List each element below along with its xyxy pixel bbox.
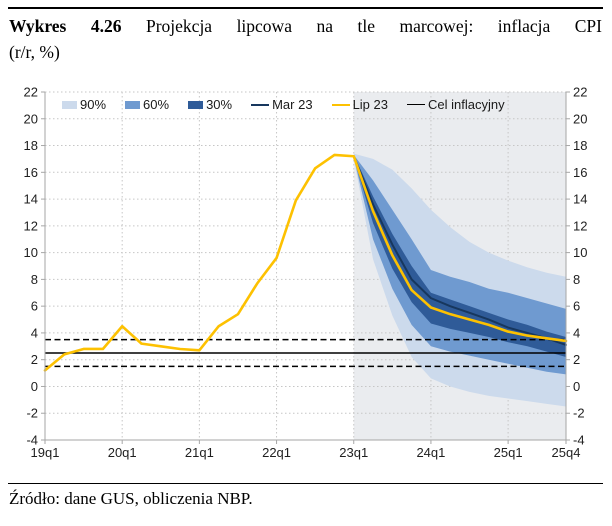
band-60-swatch-icon: [125, 100, 141, 109]
x-axis-label: 25q1: [494, 445, 523, 460]
y-axis-label-right: -2: [573, 406, 585, 421]
y-axis-label-left: 20: [24, 111, 38, 126]
x-axis-label: 19q1: [31, 445, 60, 460]
y-axis-label-left: 12: [24, 218, 38, 233]
figure-title-text: Projekcja lipcowa na tle marcowej: infla…: [145, 16, 602, 36]
x-axis-label: 22q1: [262, 445, 291, 460]
series-line-Lip 23: [43, 153, 568, 372]
y-axis-label-left: 14: [24, 192, 38, 207]
band-90-swatch-icon: [62, 100, 77, 109]
y-axis-label-right: 10: [573, 245, 587, 260]
legend-item-60: 60%: [125, 97, 169, 112]
legend-label-90: 90%: [80, 97, 107, 112]
lip23-line-swatch-icon: [331, 103, 350, 106]
y-axis-label-left: 2: [31, 352, 38, 367]
target-line-swatch-icon: [406, 104, 425, 105]
y-axis-label-left: 18: [24, 138, 38, 153]
y-axis-label-left: 6: [31, 299, 38, 314]
y-axis-label-right: -4: [573, 433, 585, 448]
y-axis-label-right: 18: [573, 138, 587, 153]
top-rule: [8, 7, 603, 9]
series-line-Mar 23: [352, 155, 567, 346]
series-layer: [43, 153, 568, 372]
chart-area: -4 -4 -2 -2 0 0 2 2 4 4 6 6 8 8 10 10 12 12 14 14 16 16 18 18 20…: [0, 78, 612, 470]
legend-label-60: 60%: [143, 97, 170, 112]
y-axis-label-right: 8: [573, 272, 580, 287]
mar23-line-swatch-icon: [251, 103, 270, 106]
legend-item-lip23: Lip 23: [331, 97, 388, 112]
legend-label-target: Cel inflacyjny: [427, 97, 505, 112]
y-axis-label-right: 6: [573, 299, 580, 314]
y-axis-label-left: 10: [24, 245, 38, 260]
y-axis-label-left: 22: [24, 85, 38, 100]
legend-label-30: 30%: [206, 97, 233, 112]
band-30-swatch-icon: [188, 100, 204, 109]
axis-layer: [41, 91, 570, 444]
grid-layer: [45, 91, 566, 440]
legend-item-mar23: Mar 23: [251, 97, 313, 112]
legend-item-90: 90%: [62, 97, 106, 112]
y-axis-label-right: 14: [573, 192, 587, 207]
y-axis-label-right: 20: [573, 111, 587, 126]
x-axis-label: 21q1: [185, 445, 214, 460]
y-axis-label-right: 16: [573, 165, 587, 180]
x-axis-label: 20q1: [108, 445, 137, 460]
y-axis-label-left: 8: [31, 272, 38, 287]
y-axis-label-left: -2: [26, 406, 38, 421]
figure-title-units: (r/r, %): [9, 42, 60, 62]
y-axis-label-left: 4: [31, 325, 38, 340]
figure-title-line1: Wykres 4.26 Projekcja lipcowa na tle mar…: [9, 13, 602, 39]
x-axis-label: 24q1: [416, 445, 445, 460]
figure-number: Wykres 4.26: [9, 16, 122, 36]
y-axis-label-right: 22: [573, 85, 587, 100]
legend-item-target: Cel inflacyjny: [406, 97, 505, 112]
source-note: Źródło: dane GUS, obliczenia NBP.: [9, 489, 253, 508]
y-axis-label-right: 0: [573, 379, 580, 394]
x-axis-label: 25q4: [552, 445, 581, 460]
y-axis-label-left: 16: [24, 165, 38, 180]
legend-label-lip23: Lip 23: [352, 97, 388, 112]
source-rule: [8, 483, 603, 484]
figure-title: Wykres 4.26 Projekcja lipcowa na tle mar…: [9, 13, 602, 65]
reference-lines-layer: [45, 338, 566, 368]
legend-item-30: 30%: [188, 97, 232, 112]
y-axis-label-left: 0: [31, 379, 38, 394]
y-axis-label-right: 12: [573, 218, 587, 233]
y-axis-label-right: 4: [573, 325, 580, 340]
y-axis-label-left: -4: [26, 433, 38, 448]
y-axis-label-right: 2: [573, 352, 580, 367]
legend: 90% 60% 30% Mar 23 Lip 23 Cel inflacyjny: [62, 97, 505, 112]
fan-band-60%: [353, 154, 566, 375]
legend-label-mar23: Mar 23: [272, 97, 313, 112]
x-axis-label: 23q1: [339, 445, 368, 460]
